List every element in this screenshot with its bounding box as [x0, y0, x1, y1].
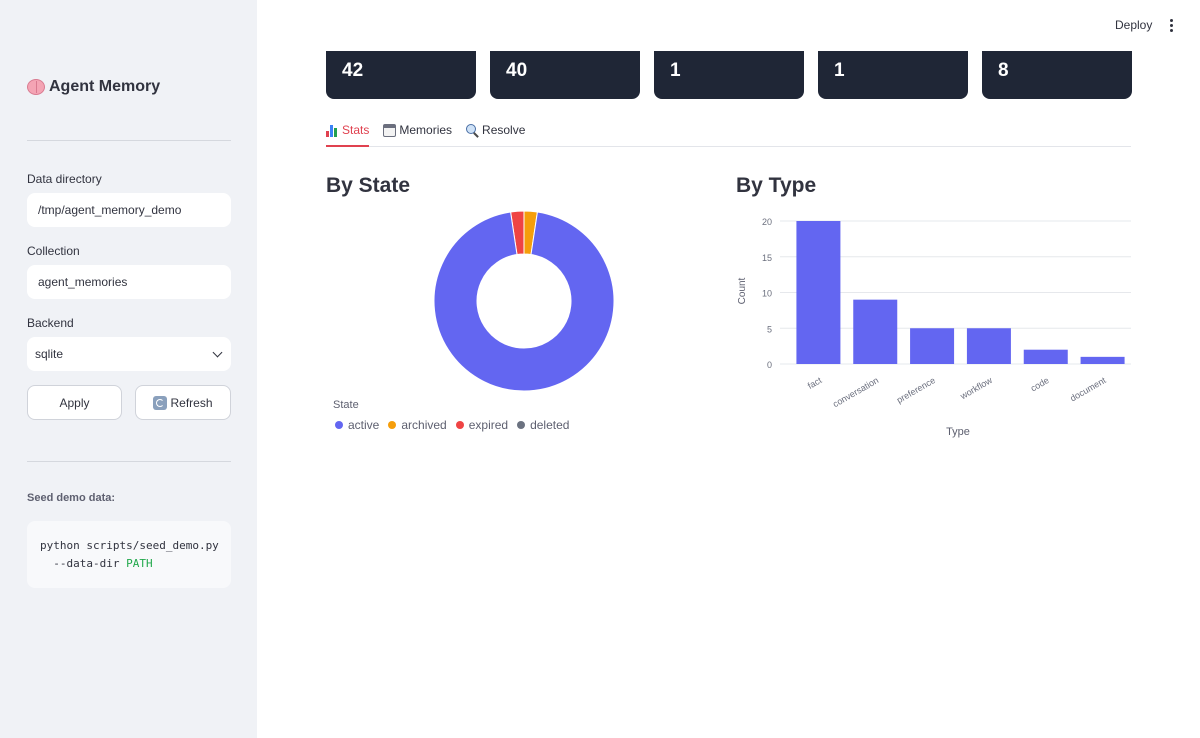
data-directory-input[interactable]: /tmp/agent_memory_demo — [27, 193, 231, 227]
state-legend: active archived expired deleted — [335, 418, 569, 432]
legend-item-archived: archived — [388, 418, 447, 432]
active-tab-indicator — [326, 145, 369, 147]
brain-icon — [27, 79, 45, 95]
bar-fact — [796, 221, 841, 364]
metric-card-2: 40 — [490, 51, 640, 99]
metric-card-1: 42 — [326, 51, 476, 99]
x-tick-label: preference — [895, 375, 937, 405]
divider — [27, 140, 231, 141]
bar-conversation — [853, 299, 898, 364]
refresh-button[interactable]: Refresh — [135, 385, 231, 420]
app-title-text: Agent Memory — [49, 78, 161, 95]
backend-select-value: sqlite — [35, 347, 64, 361]
type-bar-chart: 0 5 10 15 20 fact conversation preference workfl… — [737, 217, 1131, 438]
bar-document — [1080, 356, 1125, 364]
legend-item-expired: expired — [455, 418, 509, 432]
bar-code — [1023, 349, 1068, 364]
x-axis-label: Type — [946, 426, 970, 438]
code-line-1: python scripts/seed_demo.py — [40, 539, 219, 552]
collection-input[interactable]: agent_memories — [27, 265, 231, 299]
backend-label: Backend — [27, 316, 74, 330]
x-tick-label: conversation — [831, 375, 880, 409]
legend-label: expired — [468, 418, 509, 432]
y-tick-label: 15 — [762, 253, 772, 263]
apply-button-label: Apply — [59, 395, 90, 410]
chevron-down-icon — [212, 347, 223, 357]
bar-preference — [910, 328, 955, 364]
tab-resolve[interactable]: Resolve — [466, 121, 525, 139]
legend-dot — [455, 421, 464, 429]
tab-stats-label: Stats — [342, 123, 370, 137]
by-state-title: By State — [326, 174, 411, 197]
y-tick-label: 0 — [767, 360, 772, 370]
tab-divider — [326, 146, 1131, 147]
y-tick-label: 20 — [762, 217, 772, 227]
metric-card-3: 1 — [654, 51, 804, 99]
y-tick-label: 10 — [762, 289, 772, 299]
divider — [27, 461, 231, 462]
legend-label: deleted — [530, 418, 570, 432]
by-type-title: By Type — [736, 174, 817, 197]
code-line-2-arg: PATH — [126, 557, 153, 570]
y-tick-label: 5 — [767, 324, 772, 334]
tab-memories[interactable]: Memories — [383, 121, 452, 139]
legend-dot — [388, 421, 397, 429]
bar-chart-icon — [326, 124, 339, 137]
x-tick-label: code — [1029, 375, 1051, 393]
collection-label: Collection — [27, 244, 80, 258]
legend-title: State — [333, 399, 359, 411]
apply-button[interactable]: Apply — [27, 385, 122, 420]
x-tick-label: fact — [806, 375, 824, 391]
legend-label: archived — [401, 418, 447, 432]
code-line-2-prefix: --data-dir — [40, 557, 127, 570]
app-title: Agent Memory — [27, 78, 160, 96]
bar-workflow — [966, 328, 1011, 364]
tab-memories-label: Memories — [399, 123, 453, 137]
sidebar: Agent Memory Data directory /tmp/agent_m… — [0, 0, 257, 738]
legend-dot — [335, 421, 343, 429]
seed-demo-label: Seed demo data: — [27, 492, 116, 504]
data-directory-label: Data directory — [27, 172, 102, 186]
calendar-icon — [383, 123, 397, 137]
metric-card-5: 8 — [982, 51, 1132, 99]
x-tick-label: workflow — [958, 375, 995, 402]
legend-dot — [517, 421, 526, 429]
deploy-button[interactable]: Deploy — [1115, 18, 1153, 32]
metric-card-4: 1 — [818, 51, 968, 99]
state-donut-chart — [433, 210, 615, 392]
code-block: python scripts/seed_demo.py --data-dir P… — [27, 521, 231, 588]
legend-item-deleted: deleted — [517, 418, 569, 432]
tab-stats[interactable]: Stats — [326, 121, 369, 139]
y-axis-label: Count — [737, 277, 748, 304]
search-icon — [466, 123, 479, 137]
refresh-icon — [153, 395, 168, 410]
backend-select[interactable]: sqlite — [27, 337, 231, 371]
tab-bar: Stats Memories Resolve — [326, 121, 525, 139]
refresh-button-label: Refresh — [170, 395, 213, 410]
donut-slice-active — [433, 211, 615, 392]
tab-resolve-label: Resolve — [482, 123, 526, 137]
legend-item-active: active — [335, 418, 379, 432]
x-tick-label: document — [1068, 375, 1108, 404]
more-options-icon[interactable] — [1170, 19, 1174, 33]
legend-label: active — [348, 418, 380, 432]
